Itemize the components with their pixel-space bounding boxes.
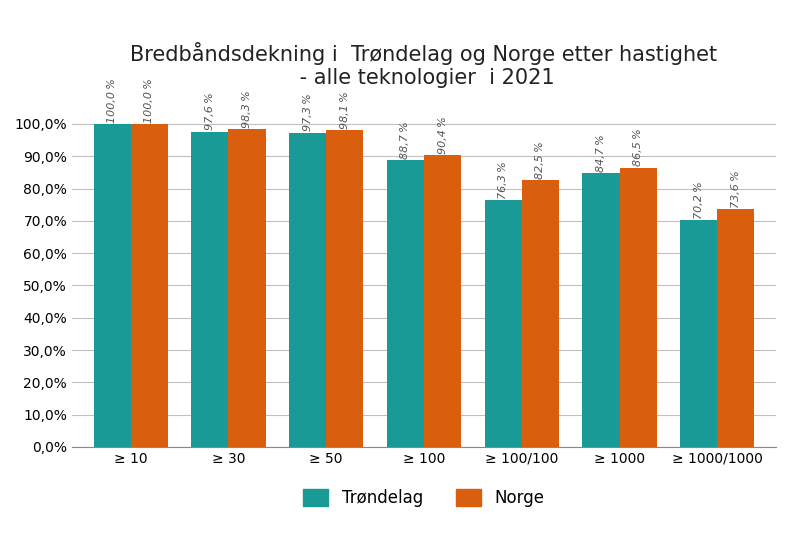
Bar (191, 132, 229, 447)
Text: 70,2 %: 70,2 % (694, 181, 704, 219)
Bar (94, 124, 130, 447)
Text: 82,5 %: 82,5 % (535, 141, 546, 179)
Bar (130, 124, 168, 447)
Text: 84,7 %: 84,7 % (596, 134, 606, 172)
Text: 100,0 %: 100,0 % (144, 78, 154, 123)
Text: 97,6 %: 97,6 % (205, 93, 215, 130)
Text: 98,1 %: 98,1 % (340, 91, 350, 129)
Text: 73,6 %: 73,6 % (731, 170, 741, 208)
Text: 100,0 %: 100,0 % (107, 78, 117, 123)
Text: 88,7 %: 88,7 % (401, 122, 410, 159)
Text: 86,5 %: 86,5 % (633, 129, 643, 166)
Legend: Trøndelag, Norge: Trøndelag, Norge (295, 481, 553, 516)
Text: 97,3 %: 97,3 % (302, 94, 313, 131)
Bar (619, 167, 657, 447)
Bar (387, 160, 424, 447)
Bar (326, 130, 363, 447)
Bar (582, 173, 619, 447)
Bar (522, 180, 559, 447)
Bar (680, 220, 718, 447)
Text: 98,3 %: 98,3 % (242, 90, 252, 128)
Text: 76,3 %: 76,3 % (498, 161, 508, 199)
Bar (424, 155, 461, 447)
Title: Bredbåndsdekning i  Trøndelag og Norge etter hastighet
 - alle teknologier  i 20: Bredbåndsdekning i Trøndelag og Norge et… (130, 42, 718, 88)
Bar (485, 201, 522, 447)
Bar (718, 209, 754, 447)
Text: 90,4 %: 90,4 % (438, 116, 447, 154)
Bar (229, 129, 266, 447)
Bar (289, 132, 326, 447)
